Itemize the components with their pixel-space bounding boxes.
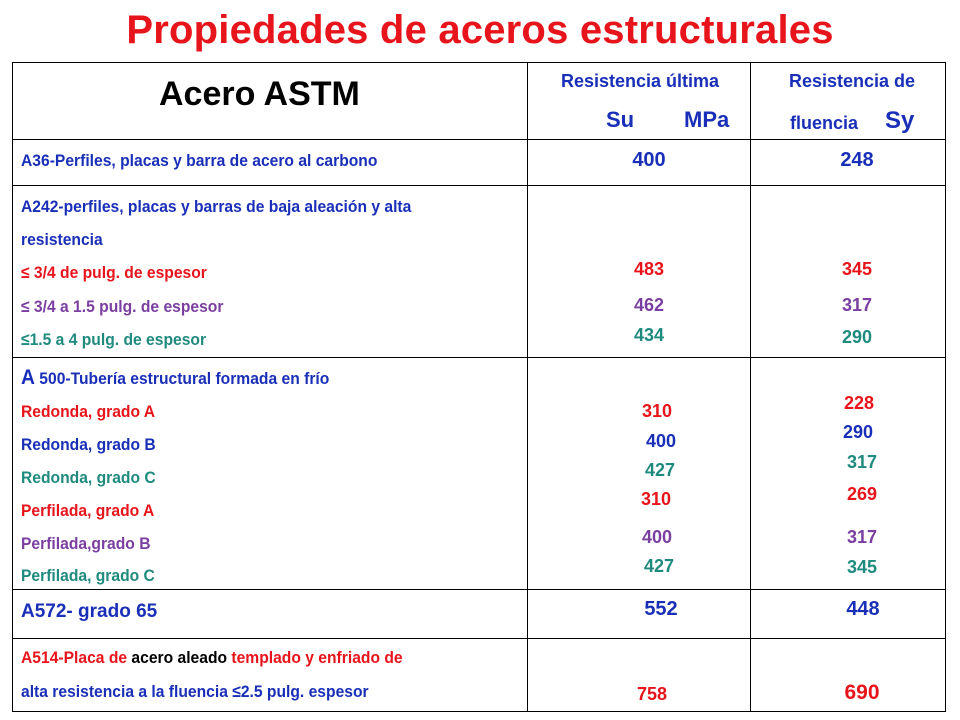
- row-a514-label-cont: alta resistencia a la fluencia ≤2.5 pulg…: [21, 682, 369, 701]
- header-resistencia-de: Resistencia de: [788, 71, 916, 91]
- row-a514-label: A514-Placa de acero aleado templado y en…: [21, 648, 403, 668]
- row-a500-item-sy: 317: [846, 527, 878, 547]
- row-a500-item-label: Perfilada, grado A: [21, 501, 155, 520]
- row-a36-sy: 248: [840, 149, 874, 171]
- row-a572-sy: 448: [846, 598, 880, 620]
- header-acero-astm: Acero ASTM: [159, 75, 360, 113]
- row-divider: [13, 185, 945, 186]
- row-a500-item-label: Perfilada,grado B: [21, 534, 151, 553]
- row-a242-item-su: 462: [633, 295, 665, 315]
- row-a36-su: 400: [632, 149, 666, 171]
- header-fluencia: fluencia: [790, 113, 859, 133]
- row-a572-label: A572- grado 65: [21, 601, 158, 622]
- column-divider: [750, 63, 751, 711]
- row-a500-item-su: 400: [641, 527, 673, 547]
- row-divider: [13, 139, 945, 140]
- row-a500-item-sy: 290: [842, 422, 874, 442]
- row-a500-item-su: 427: [644, 460, 676, 480]
- row-a242-item-label: ≤ 3/4 a 1.5 pulg. de espesor: [21, 297, 224, 316]
- row-a500-item-su: 400: [645, 431, 677, 451]
- row-a36-label: A36-Perfiles, placas y barra de acero al…: [21, 151, 378, 170]
- row-a500-item-su: 310: [640, 489, 672, 509]
- row-divider: [13, 589, 945, 590]
- row-a242-item-su: 434: [633, 325, 665, 345]
- row-a242-item-su: 483: [633, 259, 665, 279]
- row-a514-su: 758: [636, 684, 668, 704]
- header-mpa-unit: MPa: [684, 107, 730, 132]
- row-a514-label-part: templado y enfriado de: [227, 648, 403, 667]
- row-a500-label-rest: 500-Tubería estructural formada en frío: [34, 369, 330, 388]
- row-a500-label: A 500-Tubería estructural formada en frí…: [21, 366, 329, 390]
- header-su-symbol: Su: [606, 107, 635, 132]
- row-a500-item-sy: 345: [846, 557, 878, 577]
- page-title: Propiedades de aceros estructurales: [126, 8, 834, 52]
- row-a242-item-sy: 290: [841, 327, 873, 347]
- row-a242-label: A242-perfiles, placas y barras de baja a…: [21, 197, 412, 216]
- row-a500-item-label: Redonda, grado C: [21, 468, 156, 487]
- row-a242-item-label: ≤1.5 a 4 pulg. de espesor: [21, 330, 207, 349]
- column-divider: [527, 63, 528, 711]
- row-a242-item-sy: 345: [841, 259, 873, 279]
- row-a514-label-part: A514-Placa de: [21, 648, 128, 667]
- row-a500-item-label: Redonda, grado B: [21, 435, 156, 454]
- row-a500-item-su: 310: [641, 401, 673, 421]
- row-a242-item-label: ≤ 3/4 de pulg. de espesor: [21, 263, 207, 282]
- steel-properties-table: Acero ASTM Resistencia última Su MPa Res…: [12, 62, 946, 712]
- row-divider: [13, 638, 945, 639]
- row-a572-su: 552: [644, 598, 678, 620]
- row-a242-label-cont: resistencia: [21, 230, 103, 249]
- row-a500-item-label: Perfilada, grado C: [21, 566, 155, 585]
- row-a500-item-sy: 228: [843, 393, 875, 413]
- row-a242-item-sy: 317: [841, 295, 873, 315]
- row-a500-label-prefix: A: [21, 366, 35, 389]
- header-resistencia-ultima: Resistencia última: [560, 71, 720, 91]
- row-divider: [13, 357, 945, 358]
- row-a500-item-label: Redonda, grado A: [21, 402, 156, 421]
- row-a514-label-part: acero aleado: [127, 648, 228, 667]
- row-a500-item-su: 427: [643, 556, 675, 576]
- row-a514-sy: 690: [844, 681, 880, 704]
- row-a500-item-sy: 317: [846, 452, 878, 472]
- row-a500-item-sy: 269: [846, 484, 878, 504]
- header-sy-symbol: Sy: [885, 107, 915, 134]
